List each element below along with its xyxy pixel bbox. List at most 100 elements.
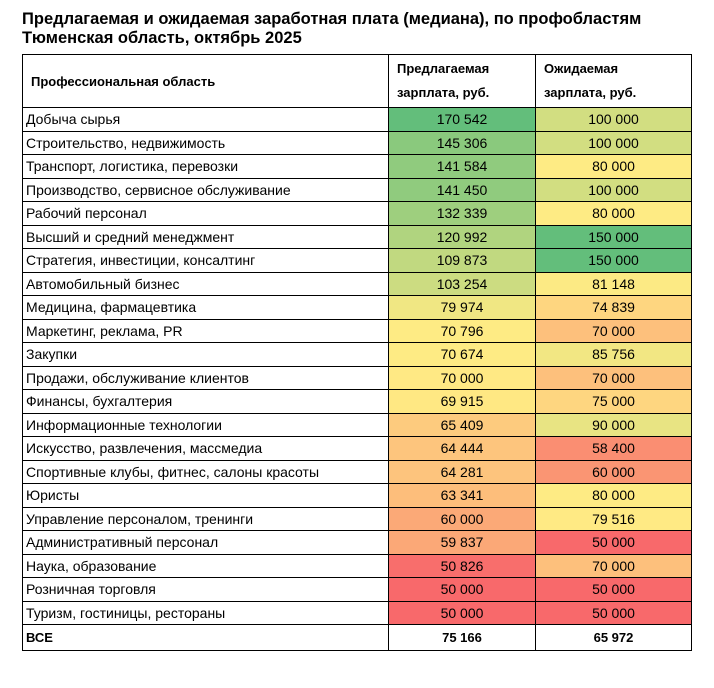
area-cell: Искусство, развлечения, массмедиа <box>22 436 389 461</box>
area-cell: Продажи, обслуживание клиентов <box>22 365 389 390</box>
value-cell: 60 000 <box>388 506 536 531</box>
value-cell: 50 000 <box>535 577 692 602</box>
value-cell: 75 000 <box>535 389 692 414</box>
value-cell: 132 339 <box>388 201 536 226</box>
table-row: Управление персоналом, тренинги 60 000 79 … <box>22 506 692 531</box>
value-cell: 170 542 <box>388 107 536 132</box>
area-cell: Информационные технологии <box>22 412 389 437</box>
table-row: Финансы, бухгалтерия 69 915 75 000 <box>22 389 692 414</box>
salary-table: Профессиональная область Предлагаемая за… <box>22 54 692 651</box>
area-cell: Медицина, фармацевтика <box>22 295 389 320</box>
value-cell: 103 254 <box>388 271 536 296</box>
table-row: Маркетинг, реклама, PR 70 796 70 000 <box>22 318 692 343</box>
title-line: Предлагаемая и ожидаемая заработная плат… <box>22 10 642 28</box>
value-cell: 109 873 <box>388 248 536 273</box>
table-row: Розничная торговля 50 000 50 000 <box>22 577 692 602</box>
value-cell: 70 796 <box>388 318 536 343</box>
value-cell: 90 000 <box>535 412 692 437</box>
value-cell: 74 839 <box>535 295 692 320</box>
value-cell: 63 341 <box>388 483 536 508</box>
value-cell: 64 444 <box>388 436 536 461</box>
value-cell: 64 281 <box>388 459 536 484</box>
value-cell: 70 000 <box>535 553 692 578</box>
area-cell: Закупки <box>22 342 389 367</box>
value-cell: 50 000 <box>535 530 692 555</box>
table-row: Закупки 70 674 85 756 <box>22 342 692 367</box>
table-row: Юристы 63 341 80 000 <box>22 483 692 508</box>
value-cell: 50 000 <box>535 600 692 625</box>
area-cell: Транспорт, логистика, перевозки <box>22 154 389 179</box>
area-cell: Наука, образование <box>22 553 389 578</box>
table-row: Транспорт, логистика, перевозки 141 584 80… <box>22 154 692 179</box>
value-cell: 70 000 <box>535 365 692 390</box>
value-cell: 50 000 <box>388 577 536 602</box>
area-cell: Юристы <box>22 483 389 508</box>
value-cell: 80 000 <box>535 154 692 179</box>
value-cell: 59 837 <box>388 530 536 555</box>
value-cell: 100 000 <box>535 130 692 155</box>
table-row: Административный персонал 59 837 50 000 <box>22 530 692 555</box>
area-cell: Рабочий персонал <box>22 201 389 226</box>
value-cell: 150 000 <box>535 248 692 273</box>
table-row: Медицина, фармацевтика 79 974 74 839 <box>22 295 692 320</box>
value-cell: 81 148 <box>535 271 692 296</box>
area-cell: Финансы, бухгалтерия <box>22 389 389 414</box>
total-cell: ВСЕ <box>22 624 389 651</box>
value-cell: 100 000 <box>535 177 692 202</box>
title: Предлагаемая и ожидаемая заработная плат… <box>22 10 641 48</box>
value-cell: 65 409 <box>388 412 536 437</box>
value-cell: 141 584 <box>388 154 536 179</box>
value-cell: 80 000 <box>535 483 692 508</box>
total-cell: 65 972 <box>535 624 692 651</box>
value-cell: 60 000 <box>535 459 692 484</box>
value-cell: 50 826 <box>388 553 536 578</box>
table-row: Добыча сырья 170 542 100 000 <box>22 107 692 132</box>
table-row: Информационные технологии 65 409 90 000 <box>22 412 692 437</box>
table-row: Строительство, недвижимость 145 306 100 00… <box>22 130 692 155</box>
title-line: Тюменская область, октябрь 2025 <box>22 29 302 47</box>
table-row: Автомобильный бизнес 103 254 81 148 <box>22 271 692 296</box>
header-cell: Ожидаемая зарплата, руб. <box>535 54 692 108</box>
table-row: Продажи, обслуживание клиентов 70 000 70 0… <box>22 365 692 390</box>
table-row: Спортивные клубы, фитнес, салоны красоты… <box>22 459 692 484</box>
table-row: Стратегия, инвестиции, консалтинг 109 873… <box>22 248 692 273</box>
total-row: ВСЕ 75 166 65 972 <box>22 624 692 651</box>
area-cell: Розничная торговля <box>22 577 389 602</box>
table-row: Искусство, развлечения, массмедиа 64 444 5… <box>22 436 692 461</box>
area-cell: Спортивные клубы, фитнес, салоны красоты <box>22 459 389 484</box>
value-cell: 141 450 <box>388 177 536 202</box>
area-cell: Строительство, недвижимость <box>22 130 389 155</box>
value-cell: 50 000 <box>388 600 536 625</box>
area-cell: Стратегия, инвестиции, консалтинг <box>22 248 389 273</box>
table-row: Рабочий персонал 132 339 80 000 <box>22 201 692 226</box>
value-cell: 145 306 <box>388 130 536 155</box>
header-cell: Профессиональная область <box>22 54 389 108</box>
value-cell: 58 400 <box>535 436 692 461</box>
area-cell: Туризм, гостиницы, рестораны <box>22 600 389 625</box>
value-cell: 70 674 <box>388 342 536 367</box>
area-cell: Управление персоналом, тренинги <box>22 506 389 531</box>
value-cell: 69 915 <box>388 389 536 414</box>
table-body: Добыча сырья 170 542 100 000 Строительство,… <box>22 107 692 651</box>
value-cell: 150 000 <box>535 224 692 249</box>
table-row: Туризм, гостиницы, рестораны 50 000 50 000 <box>22 600 692 625</box>
value-cell: 120 992 <box>388 224 536 249</box>
table-row: Производство, сервисное обслуживание 141 … <box>22 177 692 202</box>
total-cell: 75 166 <box>388 624 536 651</box>
area-cell: Добыча сырья <box>22 107 389 132</box>
value-cell: 80 000 <box>535 201 692 226</box>
value-cell: 79 516 <box>535 506 692 531</box>
table-row: Высший и средний менеджмент 120 992 150 00… <box>22 224 692 249</box>
area-cell: Высший и средний менеджмент <box>22 224 389 249</box>
header-cell: Предлагаемая зарплата, руб. <box>388 54 536 108</box>
value-cell: 100 000 <box>535 107 692 132</box>
header-row: Профессиональная область Предлагаемая за… <box>22 54 692 108</box>
value-cell: 70 000 <box>388 365 536 390</box>
value-cell: 79 974 <box>388 295 536 320</box>
area-cell: Административный персонал <box>22 530 389 555</box>
table-row: Наука, образование 50 826 70 000 <box>22 553 692 578</box>
area-cell: Маркетинг, реклама, PR <box>22 318 389 343</box>
value-cell: 85 756 <box>535 342 692 367</box>
value-cell: 70 000 <box>535 318 692 343</box>
